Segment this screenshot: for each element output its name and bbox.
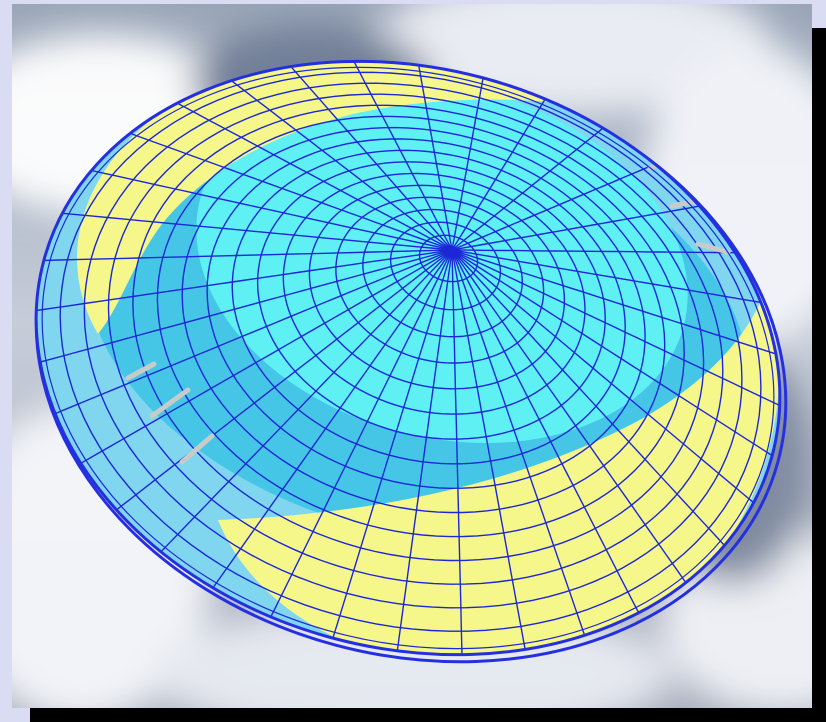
dome-outer-rim-inner [41,66,775,650]
azimuth-spoke [451,249,526,650]
dome-outer-rim [34,59,782,657]
azimuth-spoke [451,249,640,614]
azimuth-spoke [396,249,453,651]
azimuth-spoke [230,80,453,251]
azimuth-spoke [451,249,687,583]
upper-left-crescent [77,41,672,334]
azimuth-spoke [451,249,781,407]
azimuth-spoke [332,249,453,639]
azimuth-spoke [451,249,586,636]
azimuth-spoke [451,249,777,355]
azimuth-spoke [54,249,453,415]
azimuth-spoke [80,249,453,464]
azimuth-spoke [290,66,453,251]
azimuth-spoke [451,249,773,457]
azimuth-spoke [36,249,453,312]
azimuth-spoke [451,98,546,251]
azimuth-spoke [212,249,453,589]
azimuth-spoke [115,249,453,511]
azimuth-spoke [176,102,453,251]
dome-illustration [12,4,812,708]
azimuth-spoke [451,249,736,254]
azimuth-spoke [418,65,453,251]
dome-figure [12,4,812,708]
grid-lines [35,60,781,656]
azimuth-spoke [270,249,453,618]
dome-grid [35,41,781,668]
zenith-point [448,246,456,254]
azimuth-spoke [353,61,453,251]
azimuth-spoke [39,249,453,363]
azimuth-spoke [91,169,453,251]
azimuth-spoke [62,212,453,251]
azimuth-spoke [451,205,700,251]
azimuth-spoke [451,249,762,304]
azimuth-spoke [451,249,463,655]
azimuth-spoke [451,77,484,251]
azimuth-spoke [129,132,453,251]
azimuth-spoke [43,249,453,262]
azimuth-spoke [451,249,726,546]
azimuth-spoke [451,249,755,504]
azimuth-spoke [451,127,604,251]
azimuth-spoke [451,163,656,251]
azimuth-spoke [160,249,453,553]
